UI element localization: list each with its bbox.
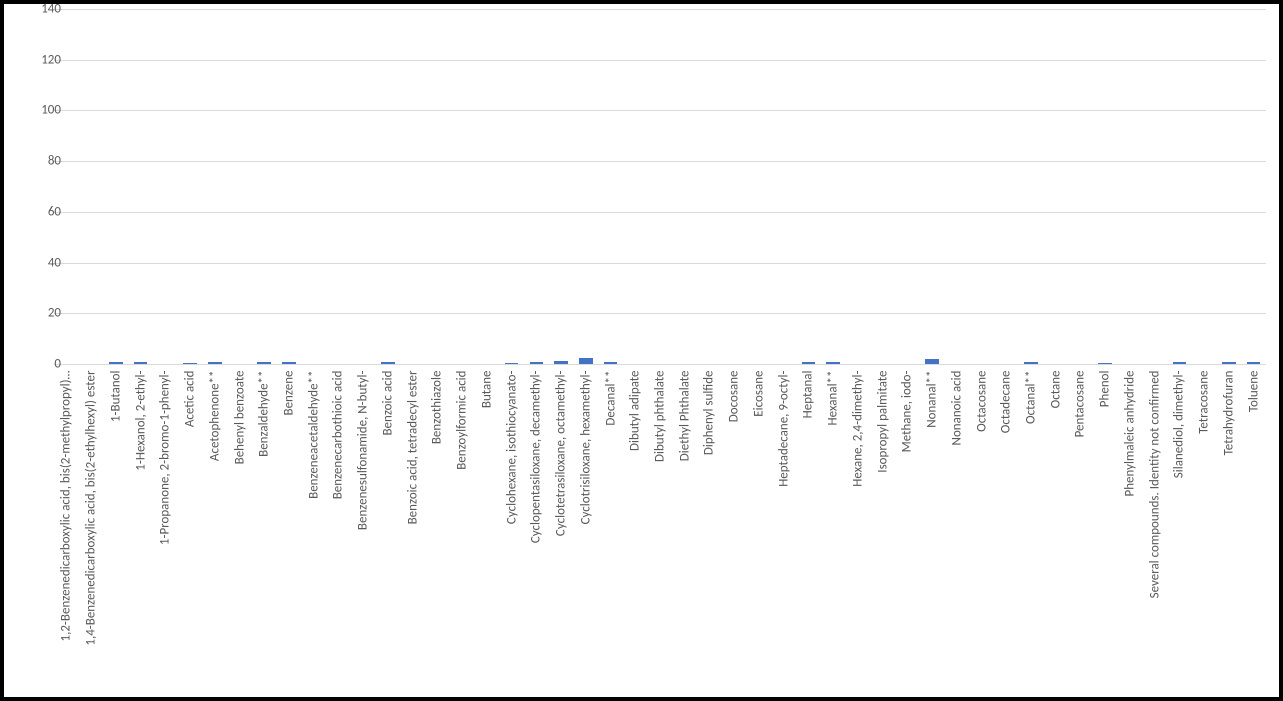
x-tick-label: Octanal** [1024, 370, 1039, 670]
x-tick-label: Hexanal** [826, 370, 841, 670]
gridline [54, 263, 1266, 264]
gridline [54, 60, 1266, 61]
y-tick-label: 0 [21, 357, 61, 372]
plot-area [54, 9, 1266, 364]
x-tick-label: Butane [479, 370, 494, 670]
x-tick-label: Heptanal [801, 370, 816, 670]
y-tick-label: 40 [21, 255, 61, 270]
x-tick-label: Silanediol, dimethyl- [1172, 370, 1187, 670]
x-tick-label: Acetic acid [183, 370, 198, 670]
y-tick-label: 20 [21, 306, 61, 321]
x-tick-label: Dibutyl phthalate [653, 370, 668, 670]
x-tick-label: Benzene [281, 370, 296, 670]
x-tick-label: Nonanoic acid [949, 370, 964, 670]
x-tick-label: Benzenecarbothioic acid [331, 370, 346, 670]
x-tick-label: Cyclotetrasiloxane, octamethyl- [554, 370, 569, 670]
x-tick-label: 1,4-Benzenedicarboxylic acid, bis(2-ethy… [84, 370, 99, 670]
x-tick-label: Benzenesulfonamide, N-butyl- [356, 370, 371, 670]
x-tick-label: Octane [1048, 370, 1063, 670]
x-tick-label: Nonanal** [925, 370, 940, 670]
x-tick-label: Heptadecane, 9-octyl- [776, 370, 791, 670]
x-tick-label: Benzoylformic acid [455, 370, 470, 670]
x-tick-label: Cyclotrisiloxane, hexamethyl- [578, 370, 593, 670]
y-tick-label: 100 [21, 103, 61, 118]
x-tick-label: 1-Hexanol, 2-ethyl- [133, 370, 148, 670]
x-tick-label: Decanal** [603, 370, 618, 670]
y-tick-label: 140 [21, 2, 61, 17]
x-tick-label: Octacosane [974, 370, 989, 670]
x-tick-label: Several compounds. Identity not confirme… [1147, 370, 1162, 670]
x-tick-label: Isopropyl palmitate [875, 370, 890, 670]
x-tick-label: Hexane, 2,4-dimethyl- [850, 370, 865, 670]
bars-container [54, 9, 1266, 364]
x-tick-label: Benzaldehyde** [257, 370, 272, 670]
x-tick-label: Octadecane [999, 370, 1014, 670]
y-tick-label: 120 [21, 52, 61, 67]
x-tick-label: Diethyl Phthalate [677, 370, 692, 670]
gridline [54, 9, 1266, 10]
x-tick-label: Diphenyl sulfide [702, 370, 717, 670]
gridline [54, 313, 1266, 314]
x-tick-label: Behenyl benzoate [232, 370, 247, 670]
chart-frame: 0 20 40 60 80 100 120 140 1,2-Benzenedicarboxyli… [4, 4, 1279, 697]
x-tick-label: Tetracosane [1197, 370, 1212, 670]
gridline [54, 212, 1266, 213]
x-tick-label: 1,2-Benzenedicarboxylic acid, bis(2-meth… [59, 370, 74, 670]
x-axis-line [54, 364, 1266, 365]
gridline [54, 161, 1266, 162]
x-tick-label: Pentacosane [1073, 370, 1088, 670]
x-tick-label: Phenylmaleic anhydride [1122, 370, 1137, 670]
x-tick-label: Cyclohexane, isothiocyanato- [504, 370, 519, 670]
x-tick-label: Methane, iodo- [900, 370, 915, 670]
x-tick-label: Phenol [1098, 370, 1113, 670]
x-tick-label: Cyclopentasiloxane, decamethyl- [529, 370, 544, 670]
x-tick-label: Eicosane [751, 370, 766, 670]
x-tick-label: Acetophenone** [207, 370, 222, 670]
x-tick-label: Toluene [1246, 370, 1261, 670]
x-tick-label: Benzeneacetaldehyde** [306, 370, 321, 670]
x-tick-label: 1-Propanone, 2-bromo-1-phenyl- [158, 370, 173, 670]
x-tick-label: Docosane [727, 370, 742, 670]
x-tick-label: Benzothiazole [430, 370, 445, 670]
gridline [54, 110, 1266, 111]
y-tick-label: 60 [21, 204, 61, 219]
x-tick-label: 1-Butanol [108, 370, 123, 670]
x-tick-label: Dibutyl adipate [628, 370, 643, 670]
x-tick-label: Tetrahydrofuran [1221, 370, 1236, 670]
x-tick-label: Benzoic acid, tetradecyl ester [405, 370, 420, 670]
y-tick-label: 80 [21, 154, 61, 169]
x-tick-label: Benzoic acid [380, 370, 395, 670]
